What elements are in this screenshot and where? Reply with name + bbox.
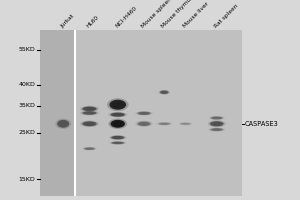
Text: 35KD: 35KD [19, 103, 35, 108]
Ellipse shape [160, 123, 169, 125]
Ellipse shape [137, 112, 151, 115]
Ellipse shape [59, 121, 68, 127]
Ellipse shape [109, 135, 126, 140]
Ellipse shape [135, 121, 153, 127]
Ellipse shape [211, 116, 223, 119]
Ellipse shape [110, 141, 126, 145]
Ellipse shape [110, 113, 125, 117]
Text: Rat spleen: Rat spleen [213, 3, 239, 29]
Text: 25KD: 25KD [19, 130, 35, 135]
Ellipse shape [210, 121, 224, 126]
Ellipse shape [55, 119, 71, 129]
Text: Jurkat: Jurkat [60, 13, 75, 29]
Ellipse shape [209, 116, 225, 120]
Ellipse shape [158, 90, 170, 95]
Ellipse shape [113, 136, 122, 139]
Ellipse shape [82, 111, 97, 115]
Ellipse shape [108, 112, 127, 117]
Ellipse shape [84, 122, 94, 126]
Ellipse shape [156, 122, 172, 126]
Ellipse shape [82, 107, 97, 111]
Ellipse shape [84, 112, 94, 114]
Ellipse shape [178, 122, 193, 125]
Text: Mouse spleen: Mouse spleen [140, 0, 173, 29]
Ellipse shape [111, 142, 124, 144]
Ellipse shape [80, 121, 99, 127]
Ellipse shape [85, 148, 93, 150]
Ellipse shape [80, 111, 99, 115]
Ellipse shape [137, 121, 151, 126]
Ellipse shape [108, 119, 127, 129]
Ellipse shape [113, 142, 122, 144]
Ellipse shape [82, 147, 97, 150]
Text: 55KD: 55KD [19, 47, 35, 52]
Ellipse shape [110, 100, 126, 110]
Ellipse shape [161, 91, 167, 94]
Ellipse shape [182, 123, 189, 125]
Ellipse shape [210, 128, 223, 131]
Text: CASPASE3: CASPASE3 [245, 121, 279, 127]
Ellipse shape [82, 121, 97, 126]
Ellipse shape [212, 117, 221, 119]
Ellipse shape [110, 120, 125, 128]
Text: HL60: HL60 [86, 15, 100, 29]
Ellipse shape [140, 122, 149, 125]
Ellipse shape [135, 111, 153, 115]
Ellipse shape [158, 122, 170, 125]
Ellipse shape [212, 122, 222, 126]
Ellipse shape [160, 90, 169, 94]
Text: 40KD: 40KD [19, 82, 35, 87]
Ellipse shape [113, 113, 123, 116]
Ellipse shape [212, 129, 221, 131]
Text: Mouse thymus: Mouse thymus [161, 0, 195, 29]
Bar [40, 30, 75, 196]
Ellipse shape [113, 121, 123, 127]
Ellipse shape [111, 136, 124, 139]
Text: NCI-H460: NCI-H460 [114, 6, 138, 29]
Ellipse shape [180, 123, 191, 125]
Ellipse shape [107, 98, 129, 111]
Ellipse shape [84, 107, 94, 110]
Text: 15KD: 15KD [19, 177, 35, 182]
Ellipse shape [208, 128, 225, 132]
Ellipse shape [112, 101, 124, 108]
Text: Mouse liver: Mouse liver [182, 1, 210, 29]
Ellipse shape [57, 120, 69, 128]
Ellipse shape [80, 106, 99, 112]
Ellipse shape [208, 120, 226, 127]
Ellipse shape [84, 147, 95, 150]
Ellipse shape [140, 112, 149, 114]
